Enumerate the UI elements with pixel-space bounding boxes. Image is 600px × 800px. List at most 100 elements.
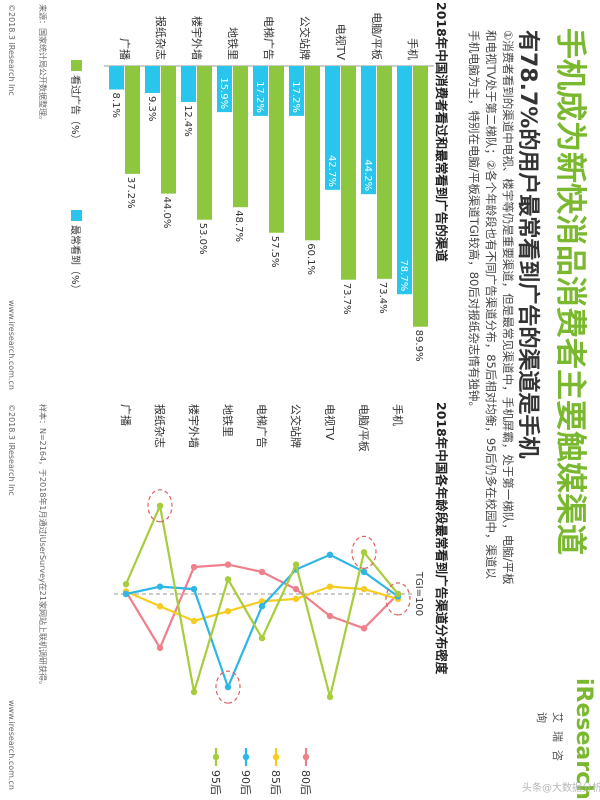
- line-point: [292, 585, 300, 593]
- bar-seen: [305, 66, 320, 241]
- page-title: 手机成为新快消品消费者主要触媒渠道: [552, 28, 588, 555]
- line-point: [292, 561, 300, 568]
- tgi-reference-label: TGI=100: [413, 571, 424, 616]
- bar-category-label: 地铁里: [226, 27, 239, 60]
- bar-category-label: 报纸杂志: [154, 16, 168, 60]
- line-point: [156, 644, 164, 652]
- bar-most-seen: [361, 66, 376, 195]
- bar-most-seen: [289, 66, 304, 116]
- line-point: [156, 603, 164, 610]
- bar-seen-value: 60.1%: [305, 243, 316, 275]
- bar-most-seen-value: 8.1%: [110, 92, 121, 117]
- line-chart-title: 2018年中国各年龄段最常看到广告渠道分布密度: [434, 402, 449, 675]
- legend-label-90后: 90后: [239, 770, 252, 795]
- iresearch-logo: iResearch 艾瑞咨询: [535, 678, 596, 800]
- line-category-label: 报纸杂志: [153, 404, 167, 448]
- bar-most-seen: [325, 66, 340, 190]
- bar-seen: [341, 66, 356, 280]
- legend-seen-label: 看过广告（%）: [69, 75, 82, 145]
- bar-chart-title: 2018年中国消费者看过和最常看到广告的渠道: [434, 2, 449, 262]
- line-point: [258, 603, 266, 610]
- line-point: [360, 568, 368, 576]
- legend-label-85后: 85后: [269, 770, 282, 795]
- bar-most-seen: [109, 66, 124, 90]
- line-point: [156, 502, 164, 510]
- line-category-label: 手机: [391, 404, 405, 426]
- line-point: [360, 585, 368, 593]
- line-point: [224, 561, 232, 568]
- bar-seen: [197, 66, 212, 220]
- bar-website: www.iresearch.com.cn: [7, 300, 16, 390]
- line-category-label: 电视TV: [323, 404, 337, 441]
- line-point: [122, 581, 130, 588]
- bar-most-seen-value: 17.2%: [254, 81, 265, 113]
- line-point: [224, 607, 232, 615]
- legend-marker-80后: [302, 753, 310, 761]
- bar-most-seen-value: 42.7%: [326, 155, 337, 187]
- page-description: ①消费者看到的渠道中电视、楼宇等仍是重要渠道，但是最常见渠道中，手机屏霸，处于第…: [467, 30, 515, 585]
- bar-most-seen: [397, 66, 412, 295]
- legend-label-80后: 80后: [299, 770, 312, 795]
- bar-most-seen-value: 15.9%: [218, 77, 229, 109]
- legend-marker-85后: [272, 753, 280, 761]
- bar-source: 来源：国家统计局公开数据整理。: [38, 4, 47, 124]
- line-category-label: 地铁里: [221, 404, 234, 437]
- bar-most-seen: [145, 66, 160, 93]
- bar-seen: [125, 66, 140, 174]
- line-point: [190, 617, 198, 625]
- bar-category-label: 电视TV: [334, 24, 348, 61]
- line-category-label: 电脑/平板: [357, 404, 371, 452]
- bar-most-seen-value: 44.2%: [362, 159, 373, 191]
- bar-category-label: 手机: [406, 38, 420, 60]
- bar-seen-value: 73.7%: [341, 283, 352, 315]
- legend-most-seen-label: 最常看到（%）: [69, 225, 82, 295]
- bar-category-label: 楼宇外墙: [190, 16, 204, 60]
- bar-seen-value: 44.0%: [161, 197, 172, 229]
- watermark: 头条@大数据分析: [522, 783, 600, 794]
- bar-seen-value: 73.4%: [377, 282, 388, 314]
- line-point: [258, 634, 266, 642]
- bar-most-seen: [217, 66, 232, 113]
- bar-seen-value: 57.5%: [269, 236, 280, 268]
- bar-most-seen: [253, 66, 268, 116]
- line-category-label: 公交站牌: [289, 404, 303, 448]
- bar-most-seen-value: 12.4%: [182, 105, 193, 137]
- line-category-label: 电梯广告: [255, 404, 268, 448]
- legend-marker-95后: [212, 753, 220, 761]
- highlight-circle: [351, 535, 377, 569]
- bar-seen: [269, 66, 284, 233]
- highlight-circle: [215, 670, 241, 704]
- line-point: [122, 590, 130, 598]
- legend-most-seen-swatch: [71, 210, 82, 221]
- line-point: [258, 568, 266, 576]
- bar-most-seen-value: 78.7%: [398, 259, 409, 291]
- line-copyright: ©2018.3 iResearch Inc: [7, 404, 16, 496]
- line-point: [190, 585, 198, 593]
- bar-most-seen-value: 9.3%: [146, 96, 157, 121]
- bar-seen-value: 89.9%: [413, 330, 424, 362]
- line-point: [360, 625, 368, 632]
- line-point: [292, 595, 300, 603]
- bar-seen: [161, 66, 176, 194]
- legend-marker-90后: [242, 753, 250, 761]
- line-point: [224, 576, 232, 583]
- bar-chart: 手机 89.9% 78.7% 电脑/平板 73.4% 44.2% 电视TV 73.7% 42.7…: [69, 12, 434, 362]
- line-point: [360, 549, 368, 556]
- line-point: [326, 693, 334, 701]
- line-point: [326, 551, 334, 559]
- line-website: www.iresearch.com.cn: [7, 700, 16, 790]
- brand-sub-text: 艾瑞咨询: [535, 712, 564, 769]
- line-point: [156, 583, 164, 590]
- highlight-circle: [147, 489, 173, 523]
- line-point: [224, 683, 232, 691]
- line-point: [326, 583, 334, 590]
- line-point: [190, 688, 198, 696]
- page-subtitle: 有78.7%的用户最常看到广告的渠道是手机: [515, 30, 540, 459]
- bar-seen: [413, 66, 428, 327]
- line-source: 样本：N=2164，于2018年1月通过iUserSurvey在21家网站上联机…: [38, 404, 47, 689]
- bar-seen-value: 37.2%: [125, 177, 136, 209]
- line-category-label: 楼宇外墙: [187, 404, 201, 448]
- bar-seen: [377, 66, 392, 279]
- bar-category-label: 广播: [118, 38, 132, 60]
